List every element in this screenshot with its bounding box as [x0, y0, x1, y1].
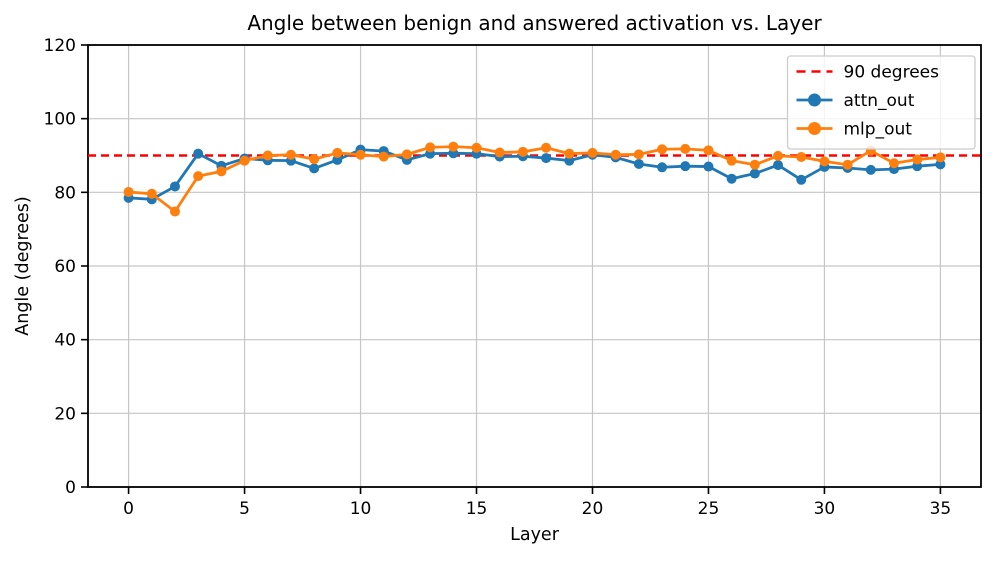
y-tick-label: 20	[54, 404, 76, 424]
data-point-attn_out	[935, 159, 946, 170]
y-tick-label: 80	[54, 183, 76, 203]
data-point-mlp_out	[587, 147, 598, 158]
data-point-attn_out	[773, 160, 784, 171]
data-point-mlp_out	[378, 151, 389, 162]
data-point-mlp_out	[842, 159, 853, 170]
y-tick-label: 0	[65, 478, 76, 498]
data-point-mlp_out	[564, 148, 575, 159]
data-point-mlp_out	[401, 149, 412, 160]
legend-label: attn_out	[844, 91, 915, 111]
data-point-attn_out	[309, 163, 320, 174]
data-point-attn_out	[169, 181, 180, 192]
data-point-attn_out	[680, 161, 691, 172]
data-point-mlp_out	[239, 155, 250, 166]
legend-sample-marker	[808, 93, 821, 107]
data-point-mlp_out	[749, 159, 760, 170]
data-point-mlp_out	[309, 154, 320, 165]
data-point-mlp_out	[541, 142, 552, 153]
data-point-mlp_out	[703, 145, 714, 156]
x-tick-label: 35	[930, 499, 952, 519]
chart-title: Angle between benign and answered activa…	[247, 11, 822, 35]
x-axis-label: Layer	[510, 525, 559, 545]
data-point-mlp_out	[935, 152, 946, 163]
y-tick-label: 100	[44, 110, 76, 130]
data-point-mlp_out	[633, 149, 644, 160]
data-point-mlp_out	[146, 188, 157, 199]
data-point-mlp_out	[332, 147, 343, 158]
data-point-mlp_out	[657, 144, 668, 155]
data-point-mlp_out	[285, 149, 296, 160]
legend-label: 90 degrees	[844, 63, 940, 83]
data-point-attn_out	[865, 164, 876, 175]
data-point-attn_out	[796, 174, 807, 185]
x-tick-label: 25	[698, 499, 720, 519]
legend-box	[786, 55, 976, 150]
x-tick-label: 30	[814, 499, 836, 519]
data-point-mlp_out	[912, 154, 923, 165]
data-point-mlp_out	[796, 151, 807, 162]
x-tick-label: 0	[123, 499, 134, 519]
data-point-mlp_out	[517, 146, 528, 157]
data-point-attn_out	[726, 173, 737, 184]
data-point-mlp_out	[262, 150, 273, 161]
data-point-mlp_out	[889, 158, 900, 169]
data-point-mlp_out	[193, 171, 204, 182]
x-tick-label: 5	[239, 499, 250, 519]
data-point-mlp_out	[355, 149, 366, 160]
data-point-mlp_out	[610, 149, 621, 160]
data-point-mlp_out	[471, 142, 482, 153]
y-tick-label: 40	[54, 331, 76, 351]
data-point-mlp_out	[123, 186, 134, 197]
y-axis-label: Angle (degrees)	[13, 196, 33, 336]
data-point-mlp_out	[726, 155, 737, 166]
data-point-mlp_out	[680, 143, 691, 154]
data-point-attn_out	[541, 153, 552, 164]
data-point-mlp_out	[819, 156, 830, 167]
legend-label: mlp_out	[844, 120, 913, 140]
data-point-mlp_out	[425, 142, 436, 153]
data-point-attn_out	[332, 154, 343, 165]
data-point-attn_out	[564, 155, 575, 166]
data-point-mlp_out	[169, 206, 180, 217]
data-point-mlp_out	[494, 147, 505, 158]
legend-sample-marker	[808, 122, 821, 135]
x-tick-label: 20	[582, 499, 604, 519]
x-tick-label: 10	[350, 499, 372, 519]
y-tick-label: 60	[54, 257, 76, 277]
data-point-attn_out	[657, 162, 668, 173]
data-point-attn_out	[749, 168, 760, 179]
data-point-mlp_out	[448, 141, 459, 152]
data-point-attn_out	[633, 158, 644, 169]
data-point-attn_out	[193, 148, 204, 159]
data-point-attn_out	[703, 161, 714, 172]
data-point-mlp_out	[216, 166, 227, 177]
plot-frame	[87, 44, 982, 488]
data-point-mlp_out	[773, 150, 784, 161]
x-tick-label: 15	[466, 499, 488, 519]
y-tick-label: 120	[44, 36, 76, 56]
